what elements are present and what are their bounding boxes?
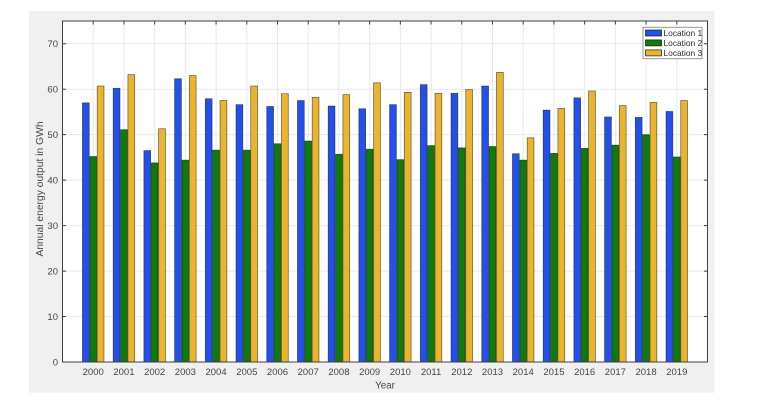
svg-text:70: 70 <box>47 39 58 50</box>
svg-text:30: 30 <box>47 221 58 232</box>
svg-text:2011: 2011 <box>421 367 441 378</box>
svg-text:2010: 2010 <box>390 367 411 378</box>
svg-text:2009: 2009 <box>359 367 380 378</box>
svg-text:2015: 2015 <box>543 367 564 378</box>
svg-text:40: 40 <box>47 176 58 187</box>
svg-text:60: 60 <box>47 85 58 96</box>
svg-text:2005: 2005 <box>236 367 257 378</box>
svg-text:Location 1: Location 1 <box>664 28 703 38</box>
svg-text:2002: 2002 <box>144 367 165 378</box>
svg-text:2017: 2017 <box>605 367 626 378</box>
svg-text:50: 50 <box>47 130 58 141</box>
svg-text:2000: 2000 <box>83 367 104 378</box>
svg-text:2003: 2003 <box>175 367 196 378</box>
svg-text:2014: 2014 <box>513 367 534 378</box>
svg-text:2001: 2001 <box>113 367 134 378</box>
svg-text:2019: 2019 <box>666 367 687 378</box>
svg-text:2016: 2016 <box>574 367 595 378</box>
svg-text:20: 20 <box>47 266 58 277</box>
svg-text:Annual energy output in GWh: Annual energy output in GWh <box>35 121 46 256</box>
svg-text:2008: 2008 <box>328 367 349 378</box>
svg-text:2013: 2013 <box>482 367 503 378</box>
svg-text:Location 3: Location 3 <box>664 48 703 58</box>
svg-text:Year: Year <box>375 380 396 391</box>
svg-text:2012: 2012 <box>451 367 472 378</box>
svg-text:10: 10 <box>47 312 58 323</box>
svg-text:2018: 2018 <box>635 367 656 378</box>
svg-text:2006: 2006 <box>267 367 288 378</box>
svg-text:0: 0 <box>53 357 58 368</box>
svg-text:2004: 2004 <box>205 367 226 378</box>
svg-text:2007: 2007 <box>298 367 319 378</box>
svg-text:Location 2: Location 2 <box>664 38 703 48</box>
